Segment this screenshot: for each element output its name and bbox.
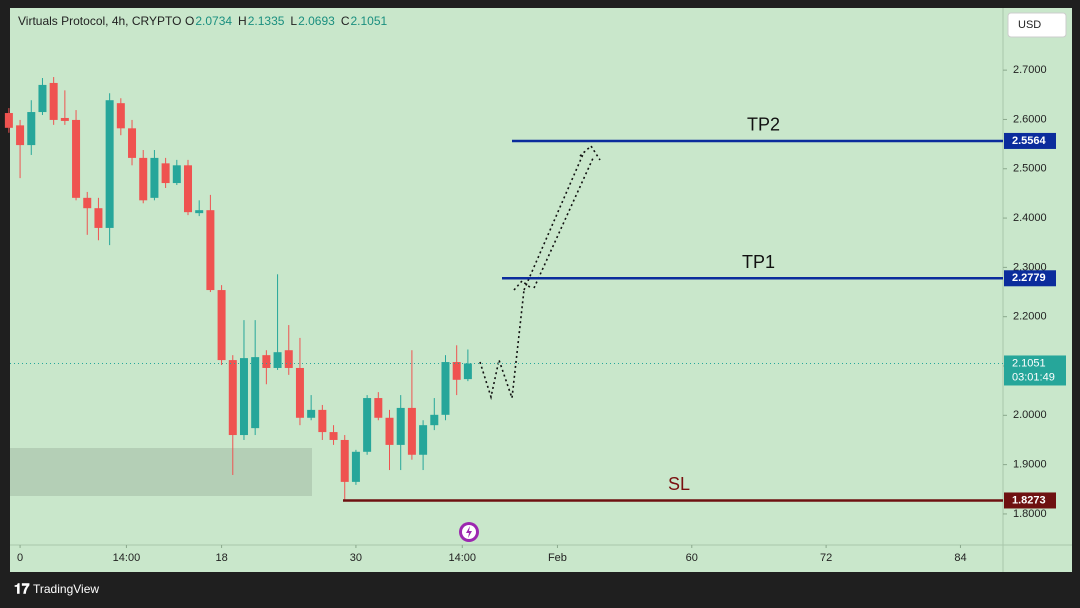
chart-title: Virtuals Protocol, 4h, CRYPTO bbox=[18, 14, 181, 28]
ohlc-key: O bbox=[185, 14, 194, 28]
candle-body bbox=[284, 350, 293, 368]
candle-body bbox=[340, 439, 349, 482]
candle-body bbox=[329, 432, 338, 440]
candle-body bbox=[419, 425, 428, 455]
level-name: TP1 bbox=[742, 252, 775, 272]
candle-body bbox=[38, 84, 47, 113]
level-name: TP2 bbox=[747, 115, 780, 135]
candle-body bbox=[273, 352, 282, 368]
x-tick-label: 84 bbox=[954, 552, 966, 564]
candle-body bbox=[116, 103, 125, 129]
candle-body bbox=[239, 358, 248, 436]
projection-path bbox=[523, 151, 585, 291]
projection-path bbox=[533, 155, 595, 289]
candle-body bbox=[430, 414, 439, 426]
x-tick-label: 14:00 bbox=[449, 552, 477, 564]
candle-body bbox=[262, 355, 271, 368]
candle-body bbox=[441, 362, 450, 415]
candle-body bbox=[60, 117, 69, 121]
current-price-label: 2.1051 bbox=[1012, 357, 1046, 369]
candle-body bbox=[49, 82, 58, 120]
candle-body bbox=[172, 165, 181, 184]
candle-body bbox=[94, 208, 103, 228]
candle-body bbox=[396, 407, 405, 445]
level-name: SL bbox=[668, 474, 690, 494]
y-tick-label: 2.7000 bbox=[1013, 64, 1047, 76]
brand-logo: 𝟏𝟕 bbox=[14, 581, 30, 597]
x-tick-label: 18 bbox=[215, 552, 227, 564]
y-tick-label: 2.5000 bbox=[1013, 163, 1047, 175]
current-price-box bbox=[1004, 355, 1066, 386]
candle-body bbox=[195, 210, 204, 214]
candle-body bbox=[184, 165, 193, 213]
level-label: 1.8273 bbox=[1012, 494, 1046, 506]
candle-body bbox=[452, 362, 461, 380]
currency-button[interactable] bbox=[1007, 12, 1067, 38]
ohlc-key: L bbox=[290, 14, 297, 28]
level-label-box bbox=[1004, 270, 1056, 287]
candle-body bbox=[139, 157, 148, 201]
ohlc-value: 2.1051 bbox=[350, 14, 387, 28]
level-label: 2.5564 bbox=[1012, 135, 1047, 147]
x-tick-label: 0 bbox=[17, 552, 23, 564]
candle-body bbox=[72, 119, 81, 198]
candle-body bbox=[374, 398, 383, 418]
ohlc-value: 2.0693 bbox=[298, 14, 335, 28]
y-tick-label: 2.6000 bbox=[1013, 113, 1047, 125]
event-bolt bbox=[466, 526, 472, 538]
ohlc-header: O 2.0734 H 2.1335 L 2.0693 C 2.1051 bbox=[185, 14, 388, 28]
candle-body bbox=[150, 157, 159, 198]
brand: TradingView bbox=[33, 582, 99, 596]
x-tick-label: 30 bbox=[350, 552, 362, 564]
candle-body bbox=[16, 125, 25, 146]
arrow-head bbox=[579, 144, 601, 161]
y-tick-label: 2.4000 bbox=[1013, 212, 1047, 224]
candle-body bbox=[385, 417, 394, 445]
level-label: 2.2779 bbox=[1012, 272, 1046, 284]
candle-body bbox=[228, 360, 237, 436]
projection-path bbox=[479, 289, 525, 401]
marks bbox=[4, 77, 472, 501]
countdown: 03:01:49 bbox=[1012, 371, 1055, 383]
ohlc-value: 2.0734 bbox=[195, 14, 232, 28]
x-tick-label: 60 bbox=[686, 552, 698, 564]
candle-body bbox=[307, 409, 316, 418]
candle-body bbox=[105, 100, 114, 228]
y-tick-label: 2.0000 bbox=[1013, 409, 1047, 421]
ohlc-key: H bbox=[238, 14, 247, 28]
projection-arrow bbox=[479, 144, 601, 401]
candle-body bbox=[4, 113, 13, 128]
zone bbox=[10, 448, 312, 496]
x-tick-label: 14:00 bbox=[113, 552, 141, 564]
candle-body bbox=[351, 451, 360, 482]
currency[interactable]: USD bbox=[1018, 19, 1041, 31]
ohlc-key: C bbox=[341, 14, 350, 28]
candle-body bbox=[206, 210, 215, 291]
candle-body bbox=[318, 409, 327, 433]
y-tick-label: 2.2000 bbox=[1013, 311, 1047, 323]
candle-body bbox=[128, 128, 137, 158]
level-label-box bbox=[1004, 132, 1056, 149]
y-tick-label: 1.9000 bbox=[1013, 459, 1047, 471]
y-tick-label: 1.8000 bbox=[1013, 508, 1047, 520]
candle-body bbox=[295, 367, 304, 418]
candle-body bbox=[27, 112, 36, 146]
candle-body bbox=[161, 163, 170, 184]
candle-body bbox=[83, 197, 92, 209]
candle-body bbox=[251, 357, 260, 429]
x-tick-label: Feb bbox=[548, 552, 567, 564]
level-label-box bbox=[1004, 492, 1056, 509]
candle-body bbox=[217, 290, 226, 361]
x-tick-label: 72 bbox=[820, 552, 832, 564]
candle-body bbox=[407, 407, 416, 455]
candle-body bbox=[363, 398, 372, 452]
ohlc-value: 2.1335 bbox=[248, 14, 285, 28]
candle-body bbox=[463, 363, 472, 380]
